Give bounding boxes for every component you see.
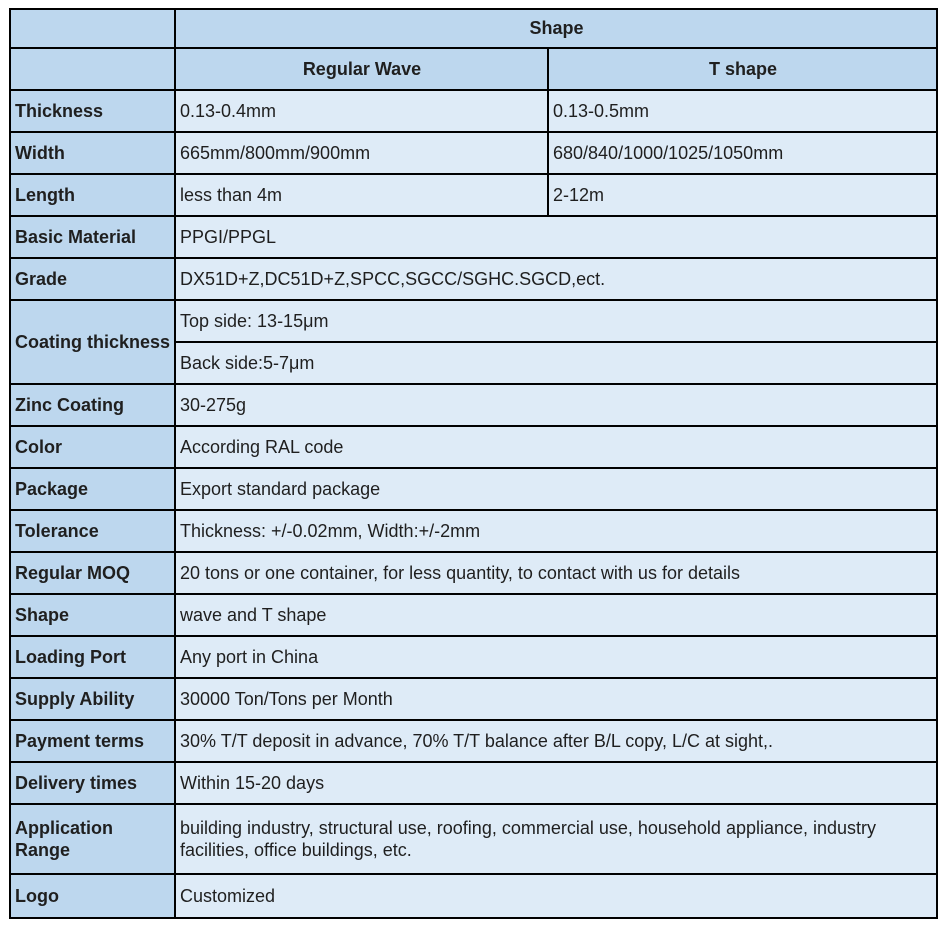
delivery-times-value: Within 15-20 days xyxy=(174,761,938,805)
coating-thickness-top-side-value: Top side: 13-15μm xyxy=(174,299,938,343)
loading-port-label: Loading Port xyxy=(9,635,176,679)
shape-row-value: wave and T shape xyxy=(174,593,938,637)
table-row: Loading Port Any port in China xyxy=(9,635,938,679)
length-label: Length xyxy=(9,173,176,217)
logo-label: Logo xyxy=(9,873,176,919)
grade-label: Grade xyxy=(9,257,176,301)
table-row: Grade DX51D+Z,DC51D+Z,SPCC,SGCC/SGHC.SGC… xyxy=(9,257,938,301)
table-row: Application Range building industry, str… xyxy=(9,803,938,875)
table-row: Tolerance Thickness: +/-0.02mm, Width:+/… xyxy=(9,509,938,553)
width-t-shape-value: 680/840/1000/1025/1050mm xyxy=(547,131,938,175)
shape-row-label: Shape xyxy=(9,593,176,637)
application-range-value: building industry, structural use, roofi… xyxy=(174,803,938,875)
payment-terms-value: 30% T/T deposit in advance, 70% T/T bala… xyxy=(174,719,938,763)
table-row: Coating thickness Top side: 13-15μm xyxy=(9,299,938,385)
delivery-times-label: Delivery times xyxy=(9,761,176,805)
thickness-label: Thickness xyxy=(9,89,176,133)
regular-moq-label: Regular MOQ xyxy=(9,551,176,595)
table-row: Payment terms 30% T/T deposit in advance… xyxy=(9,719,938,763)
product-spec-table: Shape Regular Wave T shape Thickness 0.1… xyxy=(9,8,938,919)
supply-ability-value: 30000 Ton/Tons per Month xyxy=(174,677,938,721)
table-row: Back side:5-7μm xyxy=(10,341,938,385)
table-row: Shape xyxy=(9,8,938,49)
table-row: Delivery times Within 15-20 days xyxy=(9,761,938,805)
table-row: Thickness 0.13-0.4mm 0.13-0.5mm xyxy=(9,89,938,133)
tolerance-value: Thickness: +/-0.02mm, Width:+/-2mm xyxy=(174,509,938,553)
grade-value: DX51D+Z,DC51D+Z,SPCC,SGCC/SGHC.SGCD,ect. xyxy=(174,257,938,301)
payment-terms-label: Payment terms xyxy=(9,719,176,763)
length-regular-wave-value: less than 4m xyxy=(174,173,549,217)
loading-port-value: Any port in China xyxy=(174,635,938,679)
table-row: Shape wave and T shape xyxy=(9,593,938,637)
table-row: Regular Wave T shape xyxy=(9,47,938,91)
basic-material-value: PPGI/PPGL xyxy=(174,215,938,259)
color-value: According RAL code xyxy=(174,425,938,469)
table-row: Length less than 4m 2-12m xyxy=(9,173,938,217)
corner-cell-bottom xyxy=(9,47,176,91)
application-range-label: Application Range xyxy=(9,803,176,875)
supply-ability-label: Supply Ability xyxy=(9,677,176,721)
corner-cell-top xyxy=(9,8,176,49)
coating-thickness-label: Coating thickness xyxy=(9,299,176,385)
table-row: Zinc Coating 30-275g xyxy=(9,383,938,427)
table-row: Regular MOQ 20 tons or one container, fo… xyxy=(9,551,938,595)
column-header-t-shape: T shape xyxy=(547,47,938,91)
coating-thickness-back-side-value: Back side:5-7μm xyxy=(174,341,938,385)
package-label: Package xyxy=(9,467,176,511)
width-label: Width xyxy=(9,131,176,175)
color-label: Color xyxy=(9,425,176,469)
logo-value: Customized xyxy=(174,873,938,919)
zinc-coating-label: Zinc Coating xyxy=(9,383,176,427)
table-row: Supply Ability 30000 Ton/Tons per Month xyxy=(9,677,938,721)
table-row: Basic Material PPGI/PPGL xyxy=(9,215,938,259)
length-t-shape-value: 2-12m xyxy=(547,173,938,217)
zinc-coating-value: 30-275g xyxy=(174,383,938,427)
thickness-t-shape-value: 0.13-0.5mm xyxy=(547,89,938,133)
package-value: Export standard package xyxy=(174,467,938,511)
shape-header-cell: Shape xyxy=(174,8,938,49)
tolerance-label: Tolerance xyxy=(9,509,176,553)
regular-moq-value: 20 tons or one container, for less quant… xyxy=(174,551,938,595)
thickness-regular-wave-value: 0.13-0.4mm xyxy=(174,89,549,133)
basic-material-label: Basic Material xyxy=(9,215,176,259)
table-row: Width 665mm/800mm/900mm 680/840/1000/102… xyxy=(9,131,938,175)
table-row: Logo Customized xyxy=(9,873,938,919)
table-row: Color According RAL code xyxy=(9,425,938,469)
width-regular-wave-value: 665mm/800mm/900mm xyxy=(174,131,549,175)
table-row: Package Export standard package xyxy=(9,467,938,511)
column-header-regular-wave: Regular Wave xyxy=(174,47,549,91)
